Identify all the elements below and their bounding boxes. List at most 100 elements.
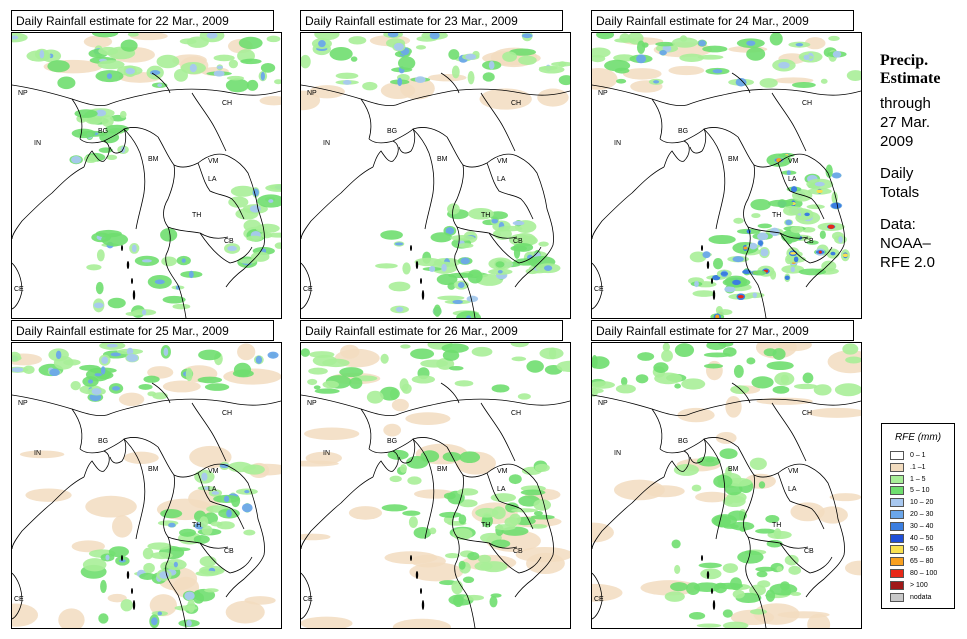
country-border <box>103 438 127 464</box>
rain-cell <box>750 198 771 211</box>
country-border <box>368 138 399 168</box>
rain-cell <box>448 49 460 60</box>
country-border <box>779 232 833 264</box>
country-label-vm: VM <box>497 468 508 475</box>
rain-cell <box>724 286 736 293</box>
country-label-la: LA <box>208 486 217 493</box>
rain-cell <box>511 356 527 362</box>
island-outline <box>410 245 412 251</box>
country-label-cb: CB <box>804 548 814 555</box>
country-border <box>659 448 690 478</box>
rain-cell <box>733 217 744 224</box>
country-label-bg: BG <box>98 128 108 135</box>
island-outline <box>131 278 133 284</box>
rain-cell <box>592 522 614 543</box>
rainfall-map: NP CH IN BG BM VM LA TH CB CE <box>300 32 571 319</box>
rain-cell <box>193 535 210 544</box>
rain-cell <box>350 56 358 62</box>
rain-cell <box>429 266 436 272</box>
rain-cell <box>653 362 669 373</box>
rain-cell <box>383 423 402 437</box>
rain-cell <box>497 225 523 232</box>
rain-cell <box>722 609 733 618</box>
rain-cell <box>97 60 125 70</box>
rain-cell <box>723 347 737 357</box>
rain-cell <box>509 234 531 246</box>
country-label-bg: BG <box>98 438 108 445</box>
rain-cell <box>439 511 462 518</box>
country-border <box>79 138 110 168</box>
rain-cell <box>387 33 399 38</box>
rain-cell <box>210 521 223 527</box>
rain-cell <box>107 297 126 309</box>
country-label-bm: BM <box>728 466 739 473</box>
end-date-line1: 27 Mar. <box>880 114 931 131</box>
rain-cell <box>458 560 466 570</box>
rain-cell <box>108 546 129 558</box>
rain-cell <box>154 279 165 285</box>
country-label-np: NP <box>598 90 608 97</box>
rain-cell <box>151 617 158 626</box>
rain-cell <box>534 463 550 472</box>
island-outline <box>410 555 412 561</box>
country-label-ch: CH <box>802 410 812 417</box>
rain-cell <box>592 381 616 389</box>
rain-cell <box>490 493 517 503</box>
rain-cell <box>460 257 470 265</box>
rain-cell <box>793 383 818 390</box>
rain-cell <box>832 50 842 58</box>
country-border <box>197 153 265 288</box>
rain-cell <box>397 77 403 87</box>
country-label-ce: CE <box>303 286 313 293</box>
rain-cell <box>433 304 442 317</box>
rain-cell <box>240 58 262 65</box>
rain-cell <box>726 477 752 487</box>
rain-cell <box>119 110 127 119</box>
country-label-la: LA <box>497 176 506 183</box>
country-border <box>368 448 399 478</box>
country-border <box>71 408 83 450</box>
rain-cell <box>107 593 127 603</box>
island-outline <box>132 290 136 300</box>
rain-cell <box>479 88 532 110</box>
country-border <box>703 127 779 168</box>
rain-cell <box>447 203 460 215</box>
rain-cell <box>818 250 822 254</box>
country-border <box>12 572 23 620</box>
rain-cell <box>381 504 408 512</box>
country-border <box>301 166 374 240</box>
rain-cell <box>749 457 767 470</box>
rain-cell <box>592 354 598 369</box>
rain-cell <box>83 154 98 163</box>
rain-cell <box>184 591 195 601</box>
rain-cell <box>517 393 531 400</box>
rain-cell <box>260 232 273 239</box>
rain-cell <box>400 344 411 349</box>
country-border <box>777 463 845 598</box>
rainfall-map: NP CH IN BG BM VM LA TH CB CE <box>11 342 282 629</box>
rain-cell <box>98 46 119 56</box>
rain-cell <box>838 236 843 243</box>
country-border <box>167 226 229 239</box>
rain-cell <box>488 60 495 70</box>
rain-cell <box>147 542 172 550</box>
rain-cell <box>735 77 747 87</box>
legend-label: 50 – 65 <box>910 546 934 554</box>
rain-cell <box>126 353 139 362</box>
rain-cell <box>776 158 782 163</box>
legend-item: 65 – 80 <box>890 557 933 567</box>
country-border <box>163 164 187 318</box>
rain-cell <box>83 35 113 48</box>
rain-cell <box>225 600 265 624</box>
legend-swatch <box>890 486 904 496</box>
rain-cell <box>246 79 259 91</box>
rainfall-map: NP CH IN BG BM VM LA TH CB CE <box>591 32 862 319</box>
rain-cell <box>475 273 504 286</box>
country-border <box>777 153 845 288</box>
country-border <box>106 398 281 416</box>
rain-cell <box>659 50 667 56</box>
country-label-cb: CB <box>224 238 234 245</box>
rain-cell <box>717 309 733 316</box>
country-label-ce: CE <box>14 286 24 293</box>
rain-cell <box>692 290 716 297</box>
